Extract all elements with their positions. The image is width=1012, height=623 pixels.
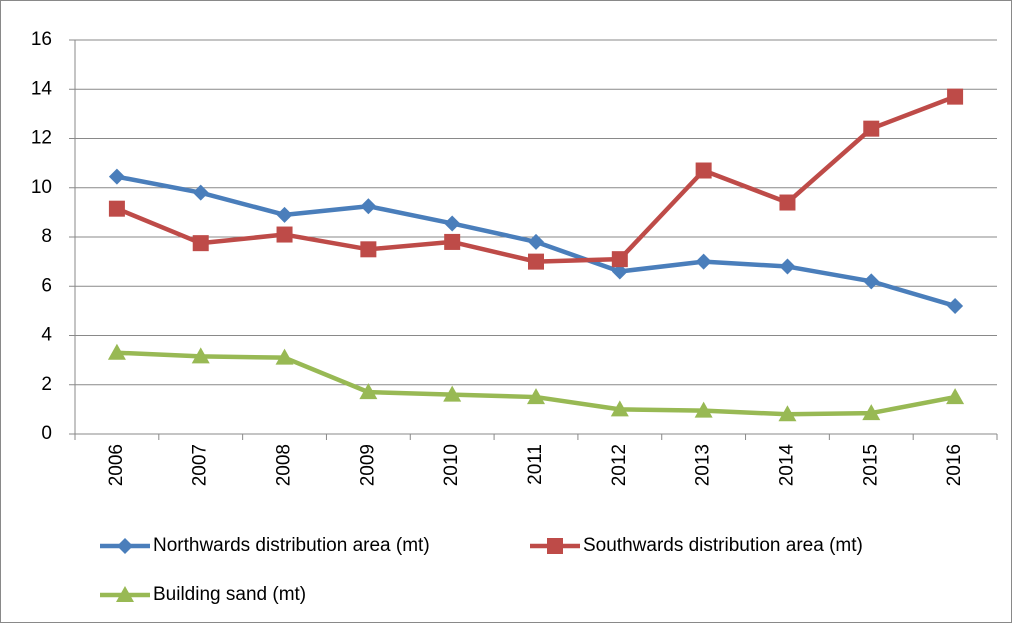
- marker: [695, 253, 712, 270]
- x-tick-label: 2011: [525, 444, 546, 485]
- marker: [116, 586, 134, 602]
- marker: [779, 258, 796, 275]
- x-tick-label: 2009: [357, 444, 378, 486]
- x-tick-label: 2014: [776, 444, 797, 487]
- y-tick-label: 2: [41, 374, 52, 395]
- legend-label: Building sand (mt): [153, 584, 306, 605]
- marker: [276, 226, 293, 243]
- x-tick-label: 2012: [609, 444, 630, 486]
- x-tick-label: 2016: [944, 444, 965, 486]
- x-tick-label: 2007: [190, 444, 211, 486]
- marker: [443, 385, 462, 402]
- marker: [547, 538, 563, 554]
- marker: [444, 233, 461, 250]
- x-tick-label: 2010: [441, 444, 462, 486]
- marker: [695, 162, 712, 179]
- marker: [527, 388, 545, 405]
- legend-label: Northwards distribution area (mt): [153, 535, 430, 556]
- marker: [191, 347, 210, 364]
- marker: [528, 233, 544, 250]
- marker: [947, 88, 964, 105]
- marker: [946, 388, 965, 405]
- y-tick-label: 8: [41, 226, 52, 247]
- marker: [528, 253, 544, 270]
- y-tick-label: 6: [41, 275, 52, 296]
- y-tick-label: 4: [41, 325, 52, 346]
- marker: [192, 184, 209, 201]
- marker: [779, 194, 796, 211]
- marker: [117, 538, 133, 554]
- marker: [947, 297, 964, 314]
- marker: [360, 198, 377, 215]
- x-tick-label: 2006: [106, 444, 127, 486]
- marker: [862, 404, 881, 421]
- marker: [444, 215, 461, 232]
- y-tick-label: 0: [41, 423, 52, 444]
- marker: [359, 383, 378, 400]
- y-tick-label: 12: [31, 128, 52, 149]
- marker: [276, 206, 293, 223]
- marker: [108, 168, 125, 185]
- x-tick-label: 2013: [693, 444, 714, 486]
- marker: [108, 200, 125, 217]
- marker: [863, 273, 880, 290]
- marker: [107, 343, 126, 360]
- marker: [360, 241, 377, 258]
- y-tick-label: 14: [31, 78, 53, 99]
- legend-label: Southwards distribution area (mt): [583, 535, 863, 556]
- marker: [275, 348, 294, 365]
- marker: [192, 235, 209, 252]
- y-tick-label: 16: [31, 29, 52, 50]
- marker: [610, 400, 629, 417]
- x-tick-label: 2015: [860, 444, 881, 486]
- x-tick-label: 2008: [274, 444, 295, 486]
- marker: [611, 263, 628, 280]
- marker: [863, 120, 880, 137]
- marker: [611, 251, 628, 268]
- marker: [778, 405, 797, 422]
- marker: [694, 401, 713, 418]
- y-tick-label: 10: [31, 177, 52, 198]
